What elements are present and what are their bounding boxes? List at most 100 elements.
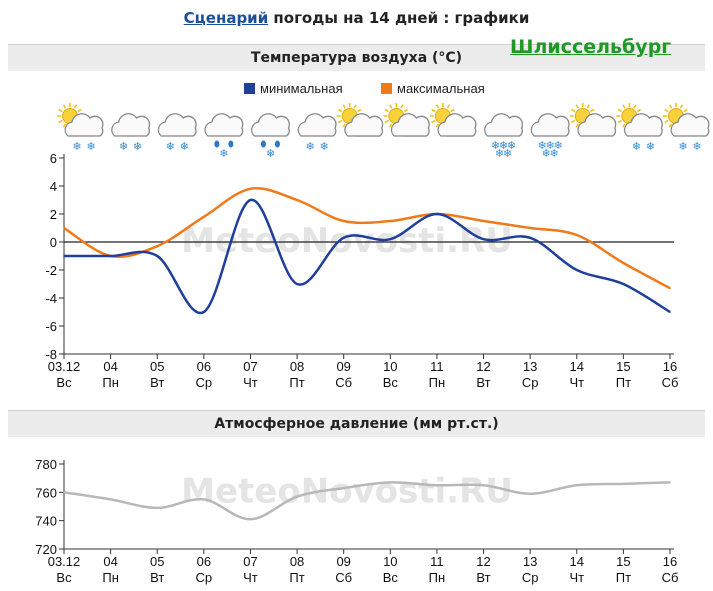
cloud-shape [111,113,151,137]
x-weekday-label: Сб [335,375,352,390]
cloud-shape [157,113,197,137]
sun-ray [62,123,67,128]
sun-ray [575,104,579,109]
cloud-shape [437,113,477,137]
x-weekday-label: Пт [289,570,304,585]
pressure-title: Атмосферное давление (мм рт.ст.) [214,416,499,432]
x-weekday-label: Сб [335,570,352,585]
sun-ray [342,104,346,109]
partly-cloudy-snow-icon: ❄ ❄ [616,103,663,153]
x-weekday-label: Чт [243,570,258,585]
cloud-snow-icon: ❄ ❄ [157,113,197,153]
x-tick-label: 05 [150,359,164,374]
data-point [109,255,112,257]
x-weekday-label: Чт [569,375,584,390]
sun-ray [400,104,404,109]
x-tick-label: 08 [290,554,304,569]
data-point [63,255,65,257]
data-point [389,220,392,222]
sun-ray [431,108,436,113]
legend-label-min: минимальная [260,81,343,96]
snowflake: ❄ [499,139,508,152]
data-point [389,481,392,484]
sun-ray [668,104,673,109]
sun-ray [384,108,389,113]
sun-ray [62,104,67,109]
x-weekday-label: Вт [476,375,490,390]
data-point [249,199,252,201]
snowflake: ❄ [72,140,81,153]
sun-ray [77,108,82,113]
sun-ray [633,104,637,109]
series-line-0 [63,481,671,521]
scenario-link[interactable]: Сценарий [183,9,269,27]
series-line-1 [63,187,671,290]
y-tick-label: 720 [35,542,57,557]
snowflake: ❄ [678,140,687,153]
snowflake: ❄ [180,140,189,153]
x-tick-label: 13 [523,359,537,374]
partly-cloudy-icon [336,103,384,137]
data-point [436,484,438,487]
sun-ray [338,108,343,113]
sun-ray [435,123,440,128]
snowflake: ❄ [503,147,512,160]
data-point [109,498,112,501]
cloud-shape [670,113,710,137]
snowflake: ❄ [133,140,142,153]
data-point [156,507,159,509]
cloud-shape [344,113,384,137]
sun-ray [679,104,684,109]
y-tick-label: -6 [45,319,57,334]
data-point [156,255,159,257]
snowflake: ❄ [550,147,559,160]
snowflake: ❄ [491,139,500,152]
data-point [203,216,205,218]
snowflake: ❄ [632,140,641,153]
x-weekday-label: Пт [289,375,304,390]
data-point [249,518,252,521]
x-tick-label: 05 [150,554,164,569]
x-weekday-label: Вс [56,375,72,390]
data-point [249,188,252,190]
data-point [669,311,671,313]
sun-ray [435,104,440,109]
data-point [482,484,485,487]
data-point [342,220,345,222]
sun-ray [575,123,579,128]
data-point [482,220,485,222]
data-point [436,213,438,215]
x-tick-label: 10 [383,554,397,569]
data-point [203,498,205,501]
x-tick-label: 07 [243,554,257,569]
data-point [622,262,625,264]
sun-ray [389,104,393,109]
cloud-shape [390,113,430,137]
data-point [156,245,159,247]
x-weekday-label: Пн [429,570,446,585]
x-tick-label: 15 [616,359,630,374]
x-weekday-label: Пн [429,375,446,390]
snowflake: ❄ [546,139,555,152]
y-tick-label: 2 [50,207,57,222]
cloud-shape [64,113,104,137]
y-tick-label: -2 [45,263,57,278]
x-tick-label: 06 [197,554,211,569]
x-weekday-label: Вс [56,570,72,585]
y-tick-label: 4 [50,179,57,194]
sun-ray [403,108,408,113]
city-name[interactable]: Шлиссельбург [510,36,672,58]
y-tick-label: 0 [50,235,57,250]
x-tick-label: 09 [336,554,350,569]
sun-ray [389,123,393,128]
partly-cloudy-snow-icon: ❄ ❄ [663,103,710,153]
cloud-shape [251,113,290,137]
sun-ray [357,108,362,113]
x-tick-label: 10 [383,359,397,374]
y-tick-label: 6 [50,151,57,166]
x-tick-label: 16 [663,359,677,374]
cloud-heavy-snow-icon: ❄❄❄❄❄ [530,113,570,160]
x-weekday-label: Сб [662,375,679,390]
x-weekday-label: Вт [476,570,490,585]
